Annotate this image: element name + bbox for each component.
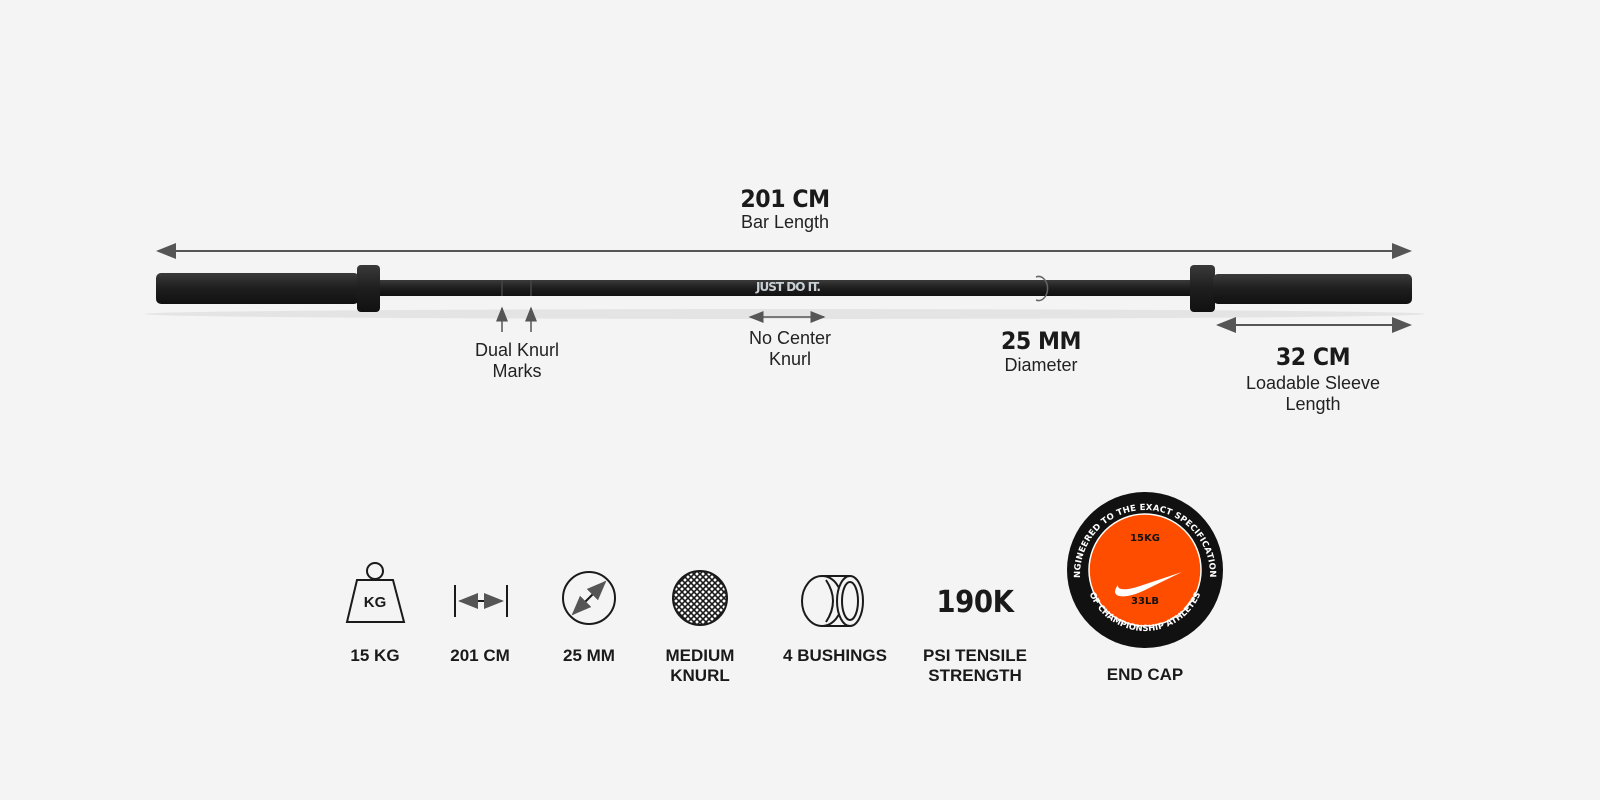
knurl-line bbox=[730, 568, 790, 628]
knurl-line bbox=[673, 571, 701, 625]
knurl-line bbox=[673, 571, 707, 625]
knurl-line bbox=[687, 571, 727, 625]
right-collar bbox=[1190, 265, 1215, 312]
weight-icon-text: KG bbox=[363, 594, 387, 611]
end-cap-lb: 33LB bbox=[1131, 596, 1159, 607]
left-collar bbox=[357, 265, 380, 312]
spec-length: 201 CM bbox=[450, 646, 510, 665]
knurl-line bbox=[673, 571, 677, 625]
bushing-icon bbox=[801, 575, 864, 627]
knurl-line bbox=[673, 571, 701, 625]
spec-tensile: PSI TENSILE STRENGTH bbox=[923, 646, 1027, 685]
sleeve-value: 32 CM bbox=[1275, 343, 1351, 371]
knurl-line bbox=[673, 571, 719, 625]
right-sleeve bbox=[1213, 274, 1412, 304]
spec-diameter: 25 MM bbox=[563, 646, 615, 665]
center-knurl-label: No Center Knurl bbox=[748, 328, 832, 369]
length-icon bbox=[454, 585, 508, 617]
knurl-line bbox=[610, 568, 670, 628]
left-sleeve bbox=[156, 273, 359, 304]
knurl-line bbox=[699, 571, 727, 625]
knurl-line bbox=[699, 571, 727, 625]
spec-end-cap: END CAP bbox=[1106, 665, 1184, 684]
knurl-line bbox=[673, 571, 695, 625]
tensile-value: 190K bbox=[936, 585, 1014, 620]
bar-logo: JUST DO IT. bbox=[756, 280, 821, 294]
spec-weight: 15 KG bbox=[350, 646, 400, 665]
spec-knurl: MEDIUM KNURL bbox=[665, 646, 735, 685]
knurl-marks-label: Dual Knurl Marks bbox=[474, 340, 560, 381]
knurl-line bbox=[723, 571, 727, 625]
knurl-line bbox=[705, 571, 727, 625]
diameter-value: 25 MM bbox=[1000, 327, 1082, 355]
knurl-line bbox=[681, 571, 727, 625]
knurl-line bbox=[693, 571, 727, 625]
knurl-line bbox=[705, 571, 727, 625]
knurl-line bbox=[730, 568, 790, 628]
shaft bbox=[380, 280, 1192, 296]
knurl-line bbox=[723, 571, 727, 625]
diameter-icon bbox=[562, 571, 616, 625]
knurl-line bbox=[673, 571, 695, 625]
end-cap-icon: ENGINEERED TO THE EXACT SPECIFICATIONS O… bbox=[0, 0, 1223, 648]
sleeve-label: Loadable Sleeve Length bbox=[1245, 373, 1381, 414]
diameter-ring-icon bbox=[1035, 275, 1049, 302]
spec-bushings: 4 BUSHINGS bbox=[783, 646, 887, 665]
knurl-icon bbox=[610, 568, 790, 628]
weight-icon bbox=[345, 562, 406, 623]
diameter-label: Diameter bbox=[1004, 355, 1078, 375]
swoosh-icon bbox=[1115, 572, 1182, 597]
bar-length-label: Bar Length bbox=[740, 212, 830, 232]
knurl-line bbox=[673, 571, 713, 625]
bar-length-value: 201 CM bbox=[740, 185, 830, 213]
knurl-line bbox=[610, 568, 670, 628]
knurl-line bbox=[673, 571, 677, 625]
end-cap-kg: 15KG bbox=[1130, 533, 1160, 544]
